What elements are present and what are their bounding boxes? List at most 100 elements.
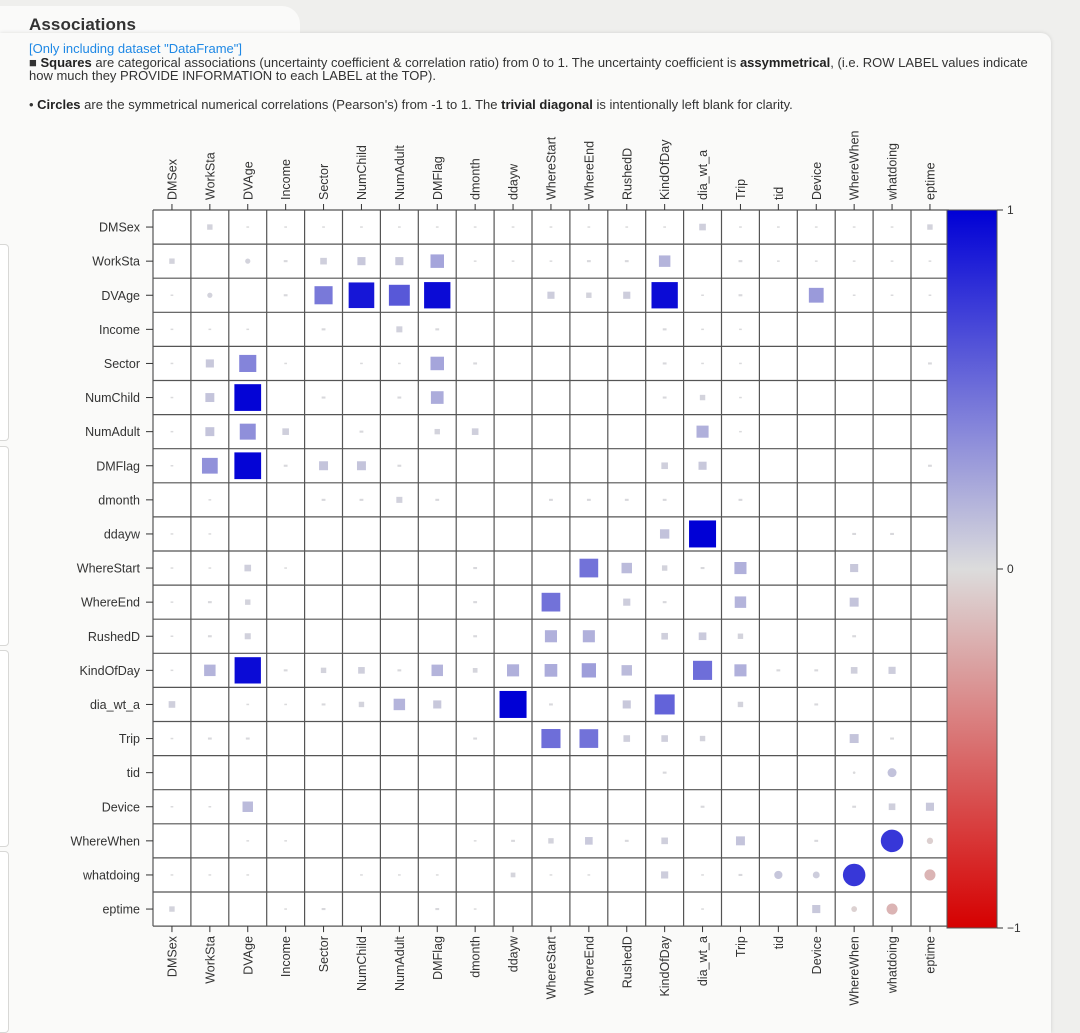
association-square	[207, 737, 212, 740]
association-square	[928, 464, 932, 467]
association-square	[735, 836, 745, 846]
row-label: tid	[127, 766, 140, 780]
association-square	[170, 533, 174, 535]
association-square	[170, 669, 174, 672]
column-label-top: NumAdult	[393, 145, 407, 200]
association-square	[549, 260, 553, 262]
association-square	[544, 664, 558, 677]
column-label-top: WhereStart	[544, 136, 558, 200]
association-square	[585, 837, 593, 845]
column-label-top: dmonth	[469, 158, 483, 200]
association-square	[239, 354, 257, 372]
association-square	[852, 294, 856, 296]
association-square	[890, 226, 894, 228]
association-square	[435, 874, 439, 876]
association-square	[662, 362, 667, 365]
column-label-top: WorkSta	[203, 152, 217, 200]
association-square	[246, 840, 250, 842]
association-square	[170, 601, 174, 603]
association-square	[700, 566, 705, 570]
association-square	[699, 735, 706, 742]
association-square	[925, 802, 934, 811]
row-label: NumAdult	[85, 425, 140, 439]
association-square	[393, 698, 406, 711]
row-label: DMSex	[99, 221, 141, 235]
association-square	[814, 703, 819, 706]
association-square	[662, 396, 667, 399]
association-square	[472, 668, 478, 673]
association-square	[473, 635, 478, 638]
association-square	[814, 260, 818, 262]
association-square	[622, 700, 631, 709]
association-square	[738, 873, 743, 877]
association-square	[430, 391, 444, 404]
association-square	[208, 328, 212, 331]
matrix-background	[153, 210, 949, 927]
association-square	[739, 362, 742, 365]
association-square	[204, 664, 216, 677]
association-square	[208, 499, 212, 501]
association-square	[321, 703, 326, 706]
row-label: dia_wt_a	[90, 698, 140, 712]
association-square	[739, 328, 742, 331]
correlation-circle	[887, 768, 897, 778]
association-square	[852, 635, 857, 638]
association-square	[659, 529, 670, 539]
column-label-bottom: DMSex	[165, 935, 179, 977]
association-square	[734, 664, 747, 677]
left-panel-edge	[0, 244, 9, 441]
column-label-bottom: WhereEnd	[582, 936, 596, 995]
association-square	[473, 566, 478, 570]
association-square	[701, 874, 704, 876]
association-square	[434, 428, 440, 435]
column-label-top: DMSex	[165, 158, 179, 200]
row-label: dmonth	[98, 493, 140, 507]
association-square	[208, 874, 212, 876]
column-label-bottom: WorkSta	[203, 936, 217, 984]
association-square	[321, 396, 326, 399]
association-square	[890, 532, 894, 536]
association-square	[511, 260, 515, 262]
correlation-circle	[851, 906, 858, 912]
association-square	[814, 226, 818, 228]
column-label-top: RushedD	[620, 148, 634, 200]
circles-description: • Circles are the symmetrical numerical …	[29, 97, 793, 112]
row-label: DVAge	[101, 289, 140, 303]
colorbar-tick-label: 1	[1007, 203, 1014, 217]
association-square	[738, 294, 743, 297]
association-square	[661, 837, 668, 845]
association-square	[662, 601, 667, 604]
association-square	[207, 601, 212, 604]
association-square	[814, 839, 819, 842]
association-square	[284, 362, 287, 365]
association-square	[170, 465, 174, 467]
association-square	[928, 362, 932, 365]
association-square	[738, 498, 743, 501]
association-square	[662, 771, 667, 774]
association-square	[586, 260, 591, 263]
row-label: Trip	[119, 732, 140, 746]
association-square	[424, 282, 451, 309]
left-panel-edge	[0, 446, 9, 646]
association-square	[541, 592, 561, 612]
association-square	[320, 257, 327, 265]
association-square	[282, 428, 289, 435]
column-label-top: DMFlag	[431, 156, 445, 200]
association-square	[473, 601, 478, 604]
row-label: ddayw	[104, 527, 141, 541]
association-square	[587, 874, 591, 876]
association-square	[284, 226, 287, 228]
association-square	[701, 908, 704, 910]
association-square	[360, 874, 363, 876]
association-square	[397, 669, 402, 672]
assymmetrical-term: assymmetrical	[739, 55, 831, 70]
row-label: DMFlag	[96, 459, 140, 473]
row-label: WhereStart	[77, 562, 141, 576]
squares-description: ■ Squares are categorical associations (…	[29, 56, 1029, 82]
circle-bullet: •	[29, 97, 38, 112]
association-square	[850, 564, 859, 573]
association-square	[473, 737, 478, 740]
association-square	[398, 874, 401, 876]
association-square	[473, 226, 477, 228]
